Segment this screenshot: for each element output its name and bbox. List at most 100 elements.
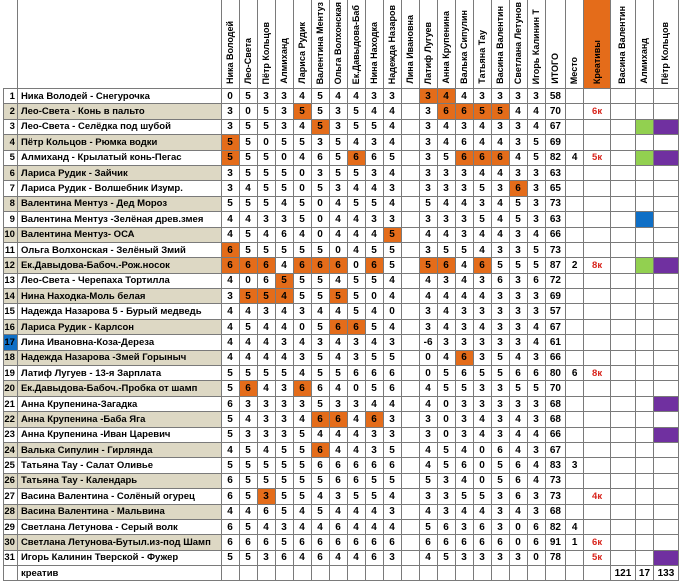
score-cell: 3 [256,488,276,505]
score-cell: 6 [220,395,240,413]
judge-header: Светлана Летунов [508,0,528,89]
score-table: Ника Володей Лео-Света Пётр Кольцов Алмихан… [3,0,679,582]
score-cell: 5 [490,365,510,382]
score-cell: 4 [454,288,474,305]
score-cell: 4 [238,349,258,367]
vote-mark-cell [652,164,679,182]
score-cell: 3 [508,303,528,320]
score-cell: 5 [238,488,258,505]
score-cell: 3 [256,87,276,105]
score-cell: 3 [418,149,438,166]
score-cell: 4 [418,457,438,474]
score-cell: 5 [256,195,276,213]
score-cell: 6 [490,441,510,459]
entry-name: Лариса Рудик - Карлсон [16,318,222,336]
vote-mark-cell [652,288,679,305]
row-number: 20 [3,380,18,397]
score-cell: 4 [256,226,276,243]
score-cell: 5 [292,488,312,505]
score-cell: 6 [274,549,294,567]
score-cell: 5 [382,226,402,243]
score-cell: 5 [238,472,258,490]
score-cell: 5 [364,241,384,259]
score-cell [400,226,420,243]
total-cell: 67 [544,441,567,459]
score-cell: 4 [310,303,330,320]
score-cell: 4 [328,195,348,213]
vote-mark-cell [652,241,679,259]
entry-name: Лина Ивановна-Коза-Дереза [16,334,222,351]
score-cell: 6 [346,472,366,490]
table-row: 14 Нина Находка-Моль белая 3 5 5 4 5 5 5 5 0 4 4 4 4 4 3… [3,288,679,305]
creative-cell [583,180,611,197]
vote-mark-cell [609,87,636,105]
score-cell: 3 [508,134,528,151]
score-cell: 5 [220,411,240,428]
entry-name: Светлана Летунова-Бутыл.из-под Шамп [16,534,222,551]
score-cell: 6 [310,380,330,397]
score-cell: 3 [418,426,438,443]
score-cell: 4 [346,441,366,459]
score-cell: 4 [526,472,546,490]
score-cell: 5 [310,365,330,382]
score-cell: 4 [382,103,402,120]
score-cell: 3 [274,211,294,228]
vote-mark-cell [652,318,679,336]
row-number: 14 [3,288,18,305]
footer-empty [400,565,420,582]
score-cell: 6 [364,257,384,274]
score-cell: 4 [346,549,366,567]
score-cell: 6 [490,534,510,551]
score-cell: 6 [328,411,348,428]
score-cell: 4 [238,303,258,320]
vote-mark-cell [609,380,636,397]
entry-name: Лео-Света - Конь в пальто [16,103,222,120]
score-cell: 4 [220,303,240,320]
place-cell [565,134,585,151]
score-cell: 4 [472,226,492,243]
score-cell: 3 [454,180,474,197]
footer-empty [490,565,510,582]
score-cell: 5 [364,195,384,213]
score-cell: 4 [292,518,312,536]
vote-mark-cell [609,272,636,290]
score-cell: 3 [256,426,276,443]
score-cell: 6 [220,472,240,490]
score-cell: 4 [472,318,492,336]
footer-row: креатив 121 17 133 [3,565,679,582]
score-cell: 4 [454,503,474,520]
score-cell: 5 [310,87,330,105]
score-cell: 3 [508,241,528,259]
score-cell: 5 [328,164,348,182]
score-cell: 3 [472,549,492,567]
score-cell: 6 [364,534,384,551]
score-cell: 4 [346,87,366,105]
score-cell [400,441,420,459]
creative-cell [583,395,611,413]
judge-header-label: Валька Сипулин [458,10,469,84]
vote-mark-cell [609,395,636,413]
score-cell: 0 [472,472,492,490]
score-cell: 4 [256,518,276,536]
score-cell: 6 [364,457,384,474]
score-cell: 4 [418,441,438,459]
score-cell: 4 [220,334,240,351]
score-cell [400,365,420,382]
score-cell: 6 [364,549,384,567]
footer-empty [472,565,492,582]
score-cell: 3 [472,395,492,413]
creative-cell [583,226,611,243]
score-cell: 5 [292,211,312,228]
score-cell: 6 [454,149,474,166]
score-cell: 6 [310,149,330,166]
judge-header-label: Ольга Волхонская [332,1,343,84]
score-cell: 5 [310,272,330,290]
score-cell: 3 [238,426,258,443]
score-cell: 4 [436,349,456,367]
footer-empty [346,565,366,582]
score-cell: 4 [508,426,528,443]
score-cell [400,411,420,428]
score-cell: 5 [346,195,366,213]
score-cell: 5 [292,426,312,443]
row-number: 7 [3,180,18,197]
